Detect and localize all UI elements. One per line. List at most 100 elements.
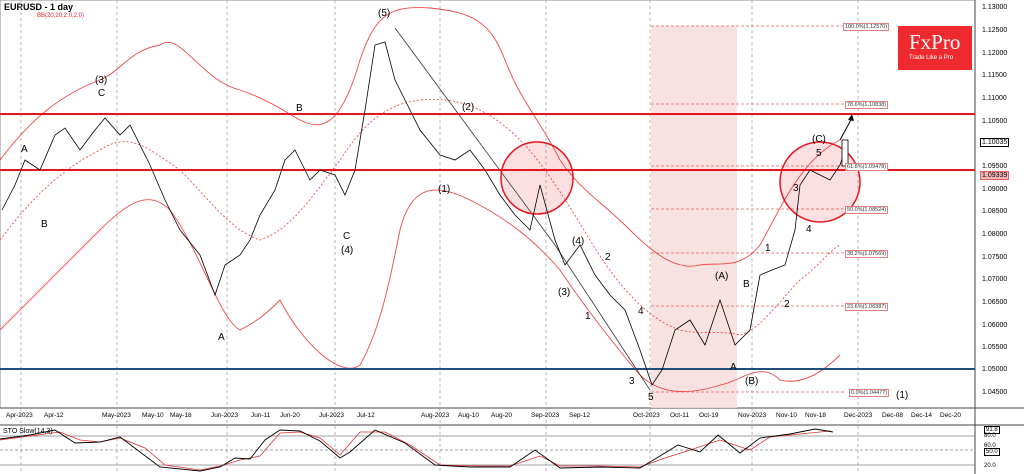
time-label: Apr-2023	[6, 412, 33, 419]
wave-label: (1)	[896, 390, 909, 401]
fib-label: 38.2%(1.07569)	[845, 250, 889, 258]
wave-label: 3	[629, 376, 635, 387]
vertical-gridlines	[20, 0, 859, 474]
sto-tick: 91.8	[984, 426, 1000, 434]
fibonacci-zone	[651, 26, 737, 408]
time-label: Nov-2023	[738, 412, 767, 419]
time-label: Aug-20	[491, 412, 512, 419]
time-label: Dec-2023	[844, 412, 873, 419]
wave-label: (4)	[572, 236, 585, 247]
price-tick: 1.11000	[982, 95, 1007, 102]
price-tick: 1.07500	[982, 254, 1008, 261]
time-label: Oct-2023	[633, 412, 660, 419]
price-tick: 1.05500	[982, 344, 1008, 351]
wave-label: A	[730, 362, 737, 373]
wave-label: 4	[638, 306, 644, 317]
wave-label: A	[21, 144, 28, 155]
time-label: Dec-14	[911, 412, 932, 419]
time-label: Aug-10	[458, 412, 479, 419]
sto-tick: 20.0	[984, 463, 996, 469]
wave-label: B	[296, 103, 303, 114]
price-axis: 1.13000 1.12500 1.12000 1.11500 1.11000 …	[978, 0, 1024, 408]
wave-label: 2	[784, 299, 790, 310]
sto-tick: 60.0	[984, 443, 996, 449]
fib-label: 61.8%(1.09478)	[845, 163, 889, 171]
price-tick: 1.08500	[982, 208, 1008, 215]
time-label: Dec-08	[882, 412, 903, 419]
time-label: Nov-18	[805, 412, 826, 419]
price-tick: 1.12500	[982, 27, 1008, 34]
logo-brand: FxPro	[909, 30, 961, 54]
wave-label: (5)	[378, 8, 391, 19]
candles	[1, 41, 846, 386]
price-tick: 1.06500	[982, 299, 1008, 306]
sto-label: STO Slow(14,3)	[3, 428, 53, 435]
arrow-head-icon	[848, 114, 854, 121]
fib-label: 0.0%(1.04477)	[849, 389, 890, 397]
fxpro-logo[interactable]: FxPro Trade Like a Pro	[898, 26, 972, 70]
price-tick: 1.12000	[982, 50, 1008, 57]
trendline	[394, 27, 556, 246]
projection-arrow	[839, 117, 853, 141]
resistance-circle-left	[500, 141, 574, 215]
wave-label: (A)	[715, 271, 729, 282]
price-tick: 1.13000	[982, 4, 1008, 11]
sto-tick: 50.0	[984, 448, 1000, 456]
wave-label: (2)	[462, 102, 475, 113]
bollinger-label: BB(20,20,2.0,2.0)	[37, 13, 85, 19]
time-label: Sep-2023	[531, 412, 560, 419]
time-label: Apr-12	[44, 412, 64, 419]
wave-label: A	[218, 332, 225, 343]
fib-label: 78.6%(1.10838)	[845, 101, 889, 109]
price-tick: 1.06000	[982, 322, 1008, 329]
time-label: May-10	[142, 412, 164, 419]
wave-label: B	[743, 279, 750, 290]
wave-label: C	[343, 231, 351, 242]
wave-label: (C)	[812, 134, 826, 145]
wave-label: 2	[605, 252, 611, 263]
time-label: Jul-2023	[319, 412, 344, 419]
time-axis: Apr-2023 Apr-12 May-2023 May-10 May-18 J…	[0, 412, 975, 424]
wave-label: 3	[793, 183, 799, 194]
logo-tagline: Trade Like a Pro	[909, 55, 954, 61]
sto-axis: 91.8 80.0 60.0 50.0 20.0	[978, 425, 1024, 474]
price-tick: 1.11500	[982, 72, 1007, 79]
wave-label: (3)	[95, 75, 108, 86]
time-label: Oct-19	[699, 412, 719, 419]
wave-label: 5	[816, 148, 822, 159]
price-tick: 1.05000	[982, 366, 1008, 373]
wave-label: 1	[765, 243, 771, 254]
trendline-lower	[554, 244, 651, 391]
price-tick: 1.09500	[982, 163, 1008, 170]
bid-price-label: 1.09339	[980, 171, 1010, 180]
wave-label: (3)	[558, 287, 571, 298]
time-label: Oct-11	[670, 412, 690, 419]
last-price-label: 1.10035	[980, 138, 1010, 147]
price-tick: 1.09000	[982, 186, 1008, 193]
price-tick: 1.10500	[982, 118, 1008, 125]
price-tick: 1.08000	[982, 231, 1008, 238]
time-label: May-18	[170, 412, 192, 419]
price-tick: 1.04500	[982, 389, 1008, 396]
time-label: Sep-12	[569, 412, 590, 419]
time-label: May-2023	[102, 412, 131, 419]
time-label: Jun-2023	[211, 412, 239, 419]
fib-label: 100.0%(1.12570)	[843, 23, 890, 31]
price-tick: 1.07000	[982, 276, 1008, 283]
wave-label: (B)	[745, 376, 759, 387]
time-label: Dec-20	[940, 412, 961, 419]
wave-label: 4	[806, 224, 812, 235]
wave-label: 5	[648, 392, 654, 403]
time-label: Jun-11	[251, 412, 271, 419]
resistance-circle-right	[779, 141, 861, 223]
time-label: Nov-10	[776, 412, 797, 419]
wave-label: (4)	[341, 245, 354, 256]
sto-pane	[0, 428, 975, 472]
wave-label: 1	[585, 311, 591, 322]
time-label: Jun-20	[280, 412, 300, 419]
fib-label: 50.0%(1.08524)	[845, 206, 889, 214]
wave-label: C	[98, 88, 106, 99]
fib-label: 23.6%(1.06387)	[845, 303, 889, 311]
wave-label: (1)	[438, 184, 451, 195]
